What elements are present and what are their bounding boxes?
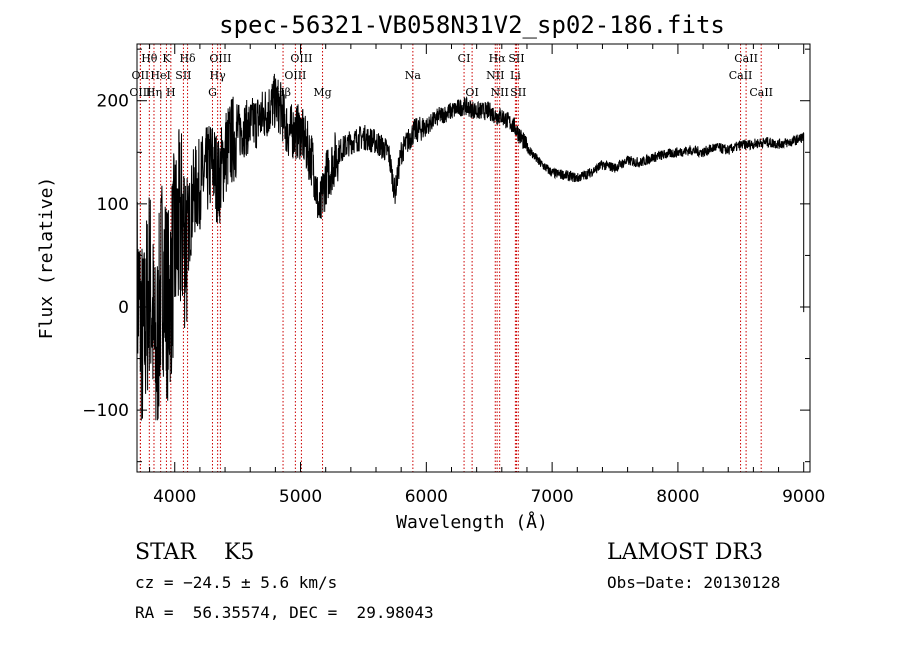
y-axis-label: Flux (relative)	[36, 177, 57, 340]
line-label: OIII	[129, 86, 151, 99]
line-label: OIII	[209, 52, 231, 65]
line-label: Hη	[146, 86, 162, 99]
line-label: HeI	[150, 69, 170, 82]
line-label: SII	[508, 52, 524, 65]
y-axis-ticks: −100 0 100 200	[82, 48, 810, 463]
observation-date: Obs−Date: 20130128	[607, 573, 781, 592]
survey-name: LAMOST DR3	[607, 540, 763, 565]
line-label: CaII	[734, 52, 758, 65]
line-label: H	[166, 86, 176, 99]
line-label: SII	[510, 86, 526, 99]
line-label: Hγ	[210, 69, 227, 82]
line-label: OIII	[290, 52, 312, 65]
line-label: CI	[458, 52, 471, 65]
x-tick-label: 6000	[405, 487, 448, 507]
line-label: CaII	[749, 86, 773, 99]
line-label: Mg	[313, 86, 331, 99]
x-axis-ticks: 4000 5000 6000 7000 8000 9000	[149, 44, 825, 507]
y-tick-label: 0	[118, 298, 129, 318]
line-label: Li	[510, 69, 521, 82]
line-label: G	[208, 86, 217, 99]
line-label: Hθ	[141, 52, 158, 65]
plot-frame	[136, 43, 811, 473]
redshift-readout: cz = −24.5 ± 5.6 km/s	[135, 573, 338, 592]
line-label: OI	[465, 86, 478, 99]
y-tick-label: 100	[97, 195, 129, 215]
chart-title: spec-56321-VB058N31V2_sp02-186.fits	[219, 11, 725, 39]
x-tick-label: 9000	[782, 487, 825, 507]
y-tick-label: −100	[82, 401, 129, 421]
line-label: SII	[175, 69, 191, 82]
object-class: STAR K5	[135, 540, 255, 565]
line-label: NII	[491, 86, 509, 99]
x-tick-label: 4000	[153, 487, 196, 507]
line-label: Na	[405, 69, 422, 82]
line-label: CaII	[729, 69, 753, 82]
line-label: Hα	[489, 52, 507, 65]
x-tick-label: 5000	[279, 487, 322, 507]
line-label: Hδ	[179, 52, 196, 65]
coordinates-readout: RA = 56.35574, DEC = 29.98043	[135, 603, 434, 622]
x-axis-label: Wavelength (Å)	[396, 511, 548, 533]
y-tick-label: 200	[97, 92, 129, 112]
line-label: OIII	[284, 69, 306, 82]
x-tick-label: 7000	[530, 487, 573, 507]
line-label: OII	[132, 69, 150, 82]
x-tick-label: 8000	[656, 487, 699, 507]
line-label: NII	[486, 69, 504, 82]
line-label: K	[162, 52, 171, 65]
spectrum-line	[136, 73, 805, 421]
